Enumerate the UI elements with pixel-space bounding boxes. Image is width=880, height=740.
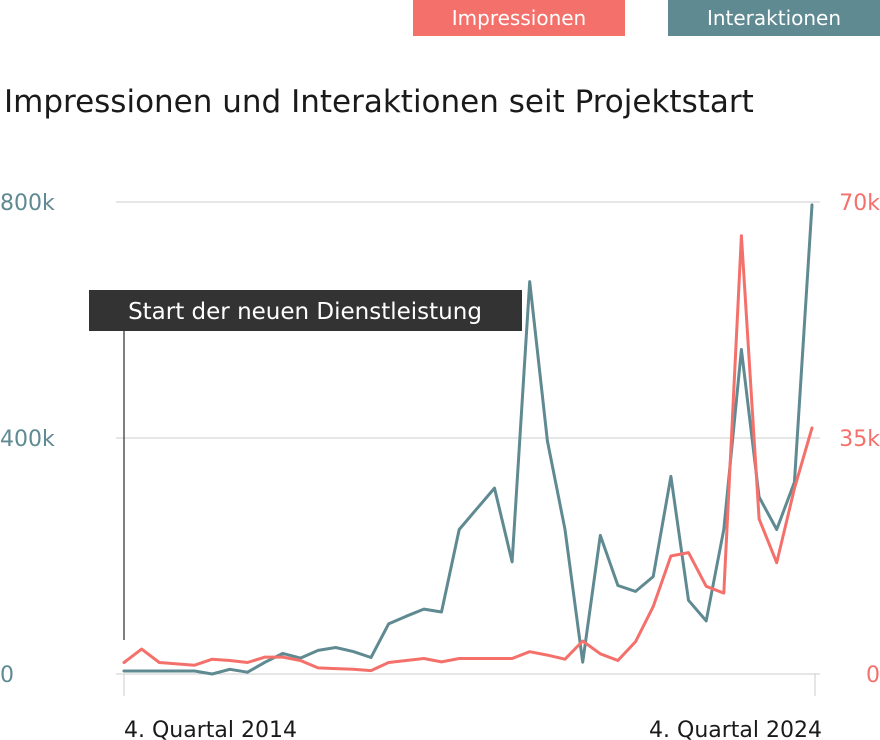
x-tick-label-start: 4. Quartal 2014 xyxy=(124,718,297,740)
y-left-tick-label: 0 xyxy=(0,663,14,688)
y-left-tick-label: 800k xyxy=(0,191,55,216)
annotation-text: Start der neuen Dienstleistung xyxy=(128,299,482,325)
chart-title: Impressionen und Interaktionen seit Proj… xyxy=(4,84,754,120)
series-line-impressionen xyxy=(122,234,814,673)
y-left-tick-label: 400k xyxy=(0,427,55,452)
y-right-tick-label: 0 xyxy=(866,663,880,688)
annotation-box xyxy=(89,290,522,331)
y-right-tick-label: 35k xyxy=(839,427,880,452)
legend-interaktionen: Interaktionen xyxy=(668,0,880,36)
y-right-tick-label: 70k xyxy=(839,191,880,216)
series-line-interaktionen xyxy=(122,203,814,676)
x-tick-label-end: 4. Quartal 2024 xyxy=(649,718,822,740)
legend-impressionen: Impressionen xyxy=(413,0,625,36)
